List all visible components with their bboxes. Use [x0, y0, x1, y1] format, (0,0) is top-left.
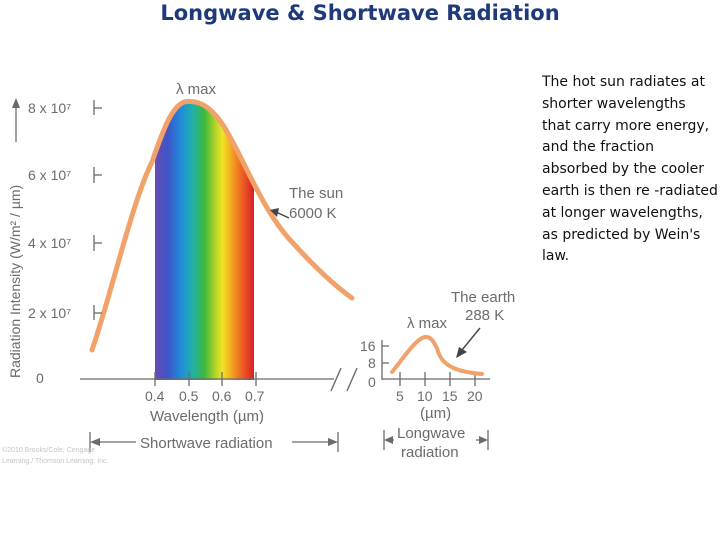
shortwave-left-arrow-icon: [90, 438, 100, 446]
sun-x-tick-label: 0.4: [145, 388, 165, 404]
earth-x-axis-label: (µm): [420, 405, 451, 422]
caption-text-block: The hot sun radiates at shorter waveleng…: [542, 72, 718, 268]
earth-y-tick-label: 0: [368, 374, 376, 390]
sun-x-tick-marks: [154, 372, 257, 386]
panel-background: [2, 52, 533, 468]
earth-pointer-arrow-icon: [456, 347, 467, 358]
earth-y-tick-label: 16: [360, 338, 376, 354]
sun-x-tick-label: 0.7: [245, 388, 265, 404]
axis-break-icon: [330, 367, 358, 392]
sun-y-tick-label: 6 x 10⁷: [28, 167, 71, 183]
sun-pointer-line: [275, 211, 290, 219]
earth-y-tick-marks: [382, 345, 389, 364]
shortwave-label: Shortwave radiation: [140, 435, 273, 452]
earth-pointer-line: [461, 327, 481, 351]
earth-peak-label: λ max: [407, 315, 448, 332]
sun-y-tick-label: 2 x 10⁷: [28, 305, 71, 321]
earth-x-tick-label: 10: [417, 388, 433, 404]
shortwave-right-arrow-icon: [328, 438, 338, 446]
earth-curve-label: 288 K: [465, 307, 504, 324]
y-axis-label: Radiation Intensity (W/m² / µm): [7, 185, 23, 378]
caption-paragraph: The hot sun radiates at shorter waveleng…: [542, 74, 718, 265]
sun-curve-label: The sun: [289, 185, 343, 202]
sun-y-tick-label: 4 x 10⁷: [28, 235, 71, 251]
sun-peak-label: λ max: [176, 81, 217, 98]
sun-curve-label: 6000 K: [289, 205, 337, 222]
sun-x-tick-label: 0.5: [179, 388, 199, 404]
sun-y-tick-label: 0: [36, 370, 44, 386]
radiation-diagram: 8 x 10⁷ 6 x 10⁷ 4 x 10⁷ 2 x 10⁷ 0 Radiat…: [2, 52, 533, 468]
sun-x-tick-label: 0.6: [212, 388, 232, 404]
longwave-left-arrow-icon: [384, 436, 393, 444]
longwave-label: radiation: [401, 444, 459, 461]
earth-x-tick-label: 20: [467, 388, 483, 404]
earth-curve-label: The earth: [451, 289, 515, 306]
radiation-diagram-svg: 8 x 10⁷ 6 x 10⁷ 4 x 10⁷ 2 x 10⁷ 0 Radiat…: [2, 52, 533, 468]
sun-emission-curve: [89, 98, 355, 353]
earth-emission-curve: [390, 335, 484, 376]
sun-y-tick-marks: [93, 100, 102, 320]
sun-pointer-arrow-icon: [270, 208, 279, 217]
slide-title: Longwave & Shortwave Radiation: [160, 1, 560, 25]
longwave-label: Longwave: [397, 425, 465, 442]
copyright-text: ©2010 Brooks/Cole, Cengage: [2, 446, 95, 454]
copyright-text: Learning / Thomson Learning, Inc.: [2, 458, 109, 465]
sun-x-axis-label: Wavelength (µm): [150, 408, 264, 425]
earth-y-tick-label: 8: [368, 355, 376, 371]
longwave-right-arrow-icon: [479, 436, 488, 444]
y-axis-arrow-icon: [12, 98, 20, 108]
earth-x-tick-label: 15: [442, 388, 458, 404]
earth-x-tick-label: 5: [396, 388, 404, 404]
sun-y-tick-label: 8 x 10⁷: [28, 100, 71, 116]
